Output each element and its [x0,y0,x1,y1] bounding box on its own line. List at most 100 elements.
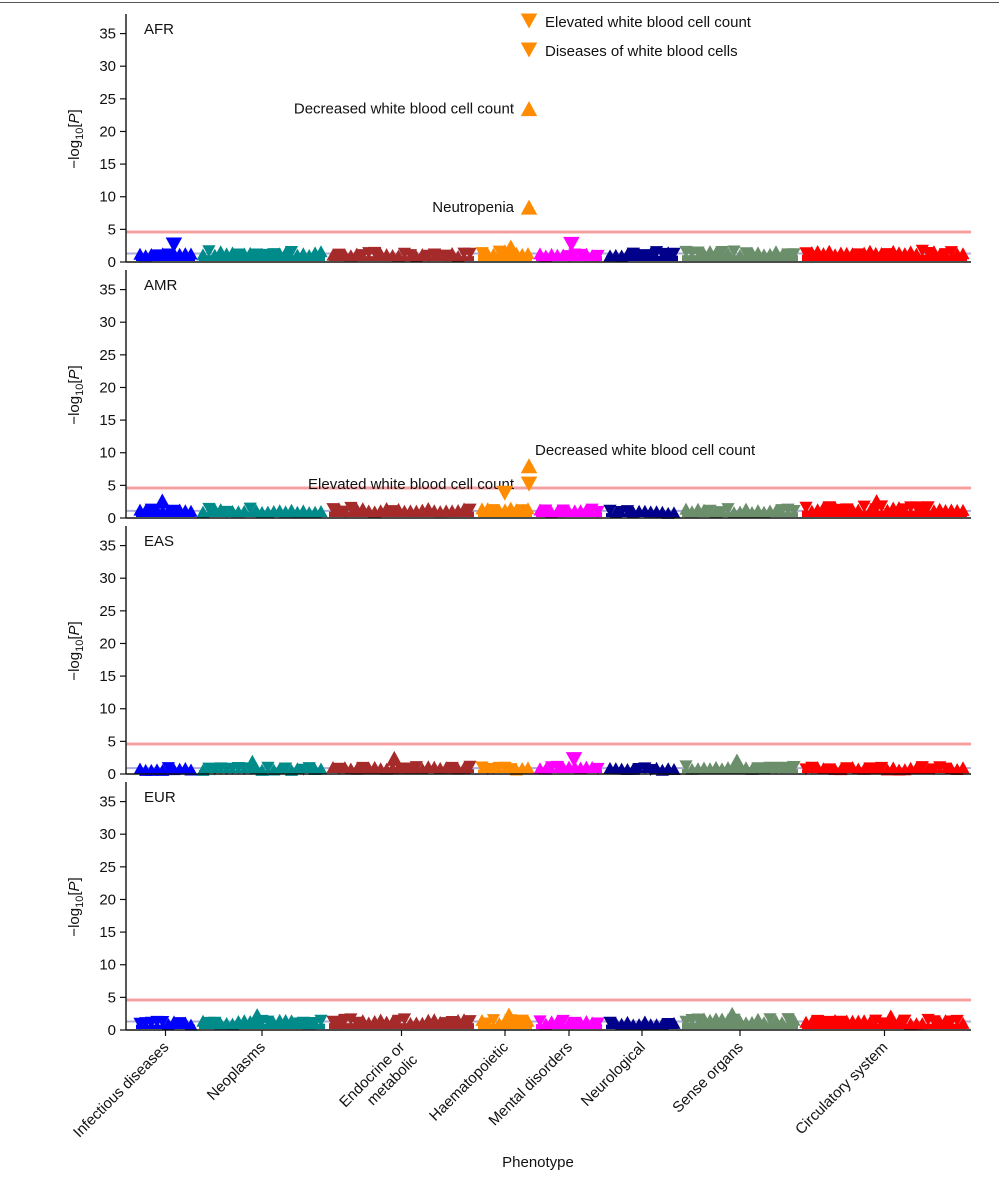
point-marker [208,248,222,261]
y-tick-label: 20 [99,635,116,652]
point-marker [167,504,181,517]
point-marker [521,247,535,260]
point-marker [486,247,501,260]
point-marker [787,505,801,518]
point-marker [626,762,640,775]
x-tick-label: Endocrine ormetabolic [336,1038,421,1123]
point-marker [938,762,953,775]
point-marker [556,1014,570,1027]
point-marker [255,763,269,776]
point-marker [244,754,261,770]
point-marker [391,249,406,262]
point-marker [568,1016,582,1029]
point-marker [721,503,735,516]
y-tick-label: 25 [99,91,116,108]
point-marker [921,501,935,514]
point-marker [944,246,958,259]
point-marker [385,1015,400,1028]
point-marker [279,246,293,259]
point-marker [723,1006,741,1022]
point-marker [745,763,759,776]
point-marker [799,247,813,260]
point-marker [632,247,646,260]
point-marker [451,250,465,263]
point-marker [874,761,889,774]
point-marker [403,762,418,775]
point-marker [591,505,605,518]
point-marker [834,1015,848,1028]
x-tick-label: Neurological [578,1039,649,1110]
legend-marker [520,13,538,29]
point-marker [445,761,459,774]
point-marker [520,458,538,474]
point-marker [386,750,403,766]
point-marker [533,503,547,516]
point-marker [156,763,170,776]
point-marker [496,485,514,501]
y-tick-label: 30 [99,570,116,587]
point-marker [915,502,929,515]
point-marker [857,500,871,513]
point-marker [556,504,570,517]
point-marker [679,760,693,773]
y-tick-label: 20 [99,379,116,396]
y-axis-label: −log10[P] [66,365,86,424]
y-tick-label: 30 [99,826,116,843]
point-marker [775,761,789,774]
point-marker [509,503,524,516]
y-tick-label: 35 [99,282,116,299]
point-marker [296,1016,310,1029]
point-marker [591,1017,605,1030]
point-marker [463,760,477,773]
point-marker [314,1014,328,1027]
point-marker [290,762,304,775]
point-marker [550,505,564,518]
point-marker [956,1016,970,1029]
point-marker [521,1014,535,1027]
y-tick-label: 0 [108,510,116,527]
point-marker [326,248,340,261]
point-marker [344,501,358,514]
point-marker [603,504,617,517]
point-marker [492,245,506,258]
point-marker [521,502,535,515]
y-tick-label: 35 [99,538,116,555]
point-marker [368,246,382,259]
point-marker [248,1008,266,1024]
point-marker [502,239,520,255]
point-marker [261,761,275,774]
point-marker [834,763,848,776]
point-marker [144,503,158,516]
point-marker [267,248,281,261]
point-marker [500,1007,518,1023]
panel-label: EAS [144,533,174,550]
point-marker [667,1016,681,1029]
point-marker [811,1014,825,1027]
point-marker [763,1013,777,1026]
point-marker [787,1013,801,1026]
point-marker [184,1018,198,1031]
legend-label: Diseases of white blood cells [545,43,738,60]
point-marker [403,249,418,262]
point-marker [165,237,183,253]
point-marker [273,762,287,775]
point-marker [196,248,210,261]
point-marker [314,762,328,775]
point-marker [332,1014,346,1027]
point-marker [520,476,538,492]
point-marker [332,248,346,261]
point-marker [332,762,346,775]
point-marker [196,763,210,776]
y-tick-label: 5 [108,477,116,494]
point-marker [255,247,269,260]
point-marker [574,248,588,261]
point-label: Decreased white blood cell count [294,101,515,118]
point-marker [565,752,583,768]
point-marker [697,503,711,516]
point-marker [562,1016,576,1029]
legend-marker [520,42,538,58]
point-marker [882,1009,900,1025]
point-marker [591,762,605,775]
point-marker [521,761,535,774]
point-marker [314,245,328,258]
